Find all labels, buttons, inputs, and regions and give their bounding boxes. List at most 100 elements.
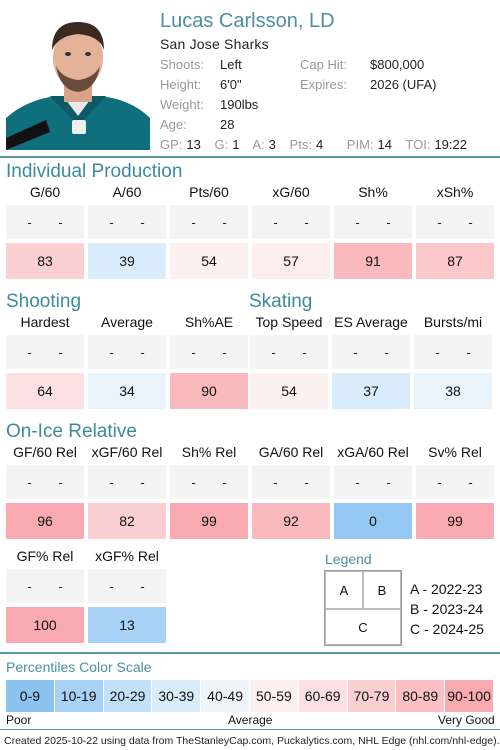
onice-stat-season-placeholders: -- (6, 465, 84, 499)
skating-stat-header: Bursts/mi (423, 314, 483, 330)
production-stat-header: G/60 (29, 184, 61, 200)
player-team: San Jose Sharks (160, 36, 269, 52)
dash-placeholder: - (271, 344, 276, 360)
dash-placeholder: - (384, 344, 389, 360)
scale-bin: 30-39 (152, 680, 202, 712)
dash-placeholder: - (304, 214, 309, 230)
g-label: G: (214, 137, 229, 152)
a-value: 3 (268, 137, 276, 152)
dash-placeholder: - (109, 344, 114, 360)
age-label: Age: (160, 117, 187, 132)
skating-stat-season-placeholders: -- (414, 335, 492, 369)
dash-placeholder: - (386, 214, 391, 230)
scale-average-label: Average (228, 713, 273, 727)
onice-pct-stat-header: xGF% Rel (95, 548, 159, 564)
skating-stat-header: ES Average (334, 314, 408, 330)
skating-stat-season-placeholders: -- (250, 335, 328, 369)
shooting-stat-season-placeholders: -- (6, 335, 84, 369)
shoots-value: Left (220, 57, 242, 72)
header-divider (0, 156, 500, 158)
dash-placeholder: - (140, 214, 145, 230)
dash-placeholder: - (58, 578, 63, 594)
age-value: 28 (220, 117, 235, 132)
onice-stat-header: xGF/60 Rel (91, 444, 163, 460)
dash-placeholder: - (468, 214, 473, 230)
production-stat-percentile: 87 (416, 243, 494, 279)
scale-bin: 40-49 (201, 680, 250, 712)
dash-placeholder: - (466, 344, 471, 360)
dash-placeholder: - (140, 474, 145, 490)
scale-bin: 80-89 (396, 680, 446, 712)
legend-box: A B C (324, 570, 402, 646)
dash-placeholder: - (386, 474, 391, 490)
onice-stat-percentile: 82 (88, 503, 166, 539)
scale-verygood-label: Very Good (438, 713, 495, 727)
dash-placeholder: - (191, 474, 196, 490)
dash-placeholder: - (109, 214, 114, 230)
scale-bin: 90-100 (445, 680, 494, 712)
onice-pct-stat-header: GF% Rel (16, 548, 74, 564)
onice-stat-header: Sv% Rel (428, 444, 482, 460)
dash-placeholder: - (353, 344, 358, 360)
onice-stat-season-placeholders: -- (252, 465, 330, 499)
shooting-stat-percentile: 90 (170, 373, 248, 409)
weight-label: Weight: (160, 97, 204, 112)
scale-bin: 20-29 (103, 680, 153, 712)
pts-label: Pts: (289, 137, 312, 152)
skating-stat-percentile: 37 (332, 373, 410, 409)
onice-stat-percentile: 92 (252, 503, 330, 539)
scale-bin: 50-59 (249, 680, 299, 712)
dash-placeholder: - (273, 474, 278, 490)
production-stat-season-placeholders: -- (6, 205, 84, 239)
dash-placeholder: - (222, 474, 227, 490)
dash-placeholder: - (140, 344, 145, 360)
shooting-stat-season-placeholders: -- (88, 335, 166, 369)
dash-placeholder: - (435, 344, 440, 360)
production-stat-percentile: 54 (170, 243, 248, 279)
dash-placeholder: - (58, 344, 63, 360)
dash-placeholder: - (27, 344, 32, 360)
dash-placeholder: - (27, 214, 32, 230)
dash-placeholder: - (191, 214, 196, 230)
onice-stat-header: xGA/60 Rel (337, 444, 409, 460)
height-value: 6'0" (220, 77, 242, 92)
section-title-shooting: Shooting (6, 291, 82, 312)
production-stat-season-placeholders: -- (334, 205, 412, 239)
g-value: 1 (232, 137, 240, 152)
dash-placeholder: - (304, 474, 309, 490)
dash-placeholder: - (109, 474, 114, 490)
onice-stat-percentile: 99 (170, 503, 248, 539)
dash-placeholder: - (302, 344, 307, 360)
section-title-production: Individual Production (6, 161, 183, 182)
shooting-stat-season-placeholders: -- (170, 335, 248, 369)
weight-value: 190lbs (220, 97, 259, 112)
toi-value: 19:22 (434, 137, 467, 152)
caphit-value: $800,000 (370, 57, 425, 72)
onice-pct-stat-season-placeholders: -- (88, 569, 166, 603)
scale-bin: 10-19 (54, 680, 104, 712)
shooting-stat-percentile: 34 (88, 373, 166, 409)
gp-value: 13 (186, 137, 201, 152)
height-label: Height: (160, 77, 202, 92)
onice-stat-season-placeholders: -- (416, 465, 494, 499)
expires-label: Expires: (300, 77, 347, 92)
scale-bin: 60-69 (298, 680, 348, 712)
dash-placeholder: - (222, 344, 227, 360)
production-stat-season-placeholders: -- (170, 205, 248, 239)
legend-b-text: B - 2023-24 (410, 601, 484, 617)
dash-placeholder: - (58, 214, 63, 230)
legend-cell-b: B (363, 571, 401, 609)
shooting-stat-header: Hardest (20, 314, 70, 330)
shoots-label: Shoots: (160, 57, 205, 72)
shooting-stat-header: Average (101, 314, 153, 330)
onice-stat-season-placeholders: -- (88, 465, 166, 499)
scale-divider (0, 652, 500, 654)
skating-stat-percentile: 54 (250, 373, 328, 409)
onice-pct-stat-percentile: 100 (6, 607, 84, 643)
dash-placeholder: - (437, 214, 442, 230)
caphit-label: Cap Hit: (300, 57, 347, 72)
production-stat-percentile: 91 (334, 243, 412, 279)
dash-placeholder: - (109, 578, 114, 594)
onice-stat-percentile: 99 (416, 503, 494, 539)
footer-divider (0, 729, 500, 730)
